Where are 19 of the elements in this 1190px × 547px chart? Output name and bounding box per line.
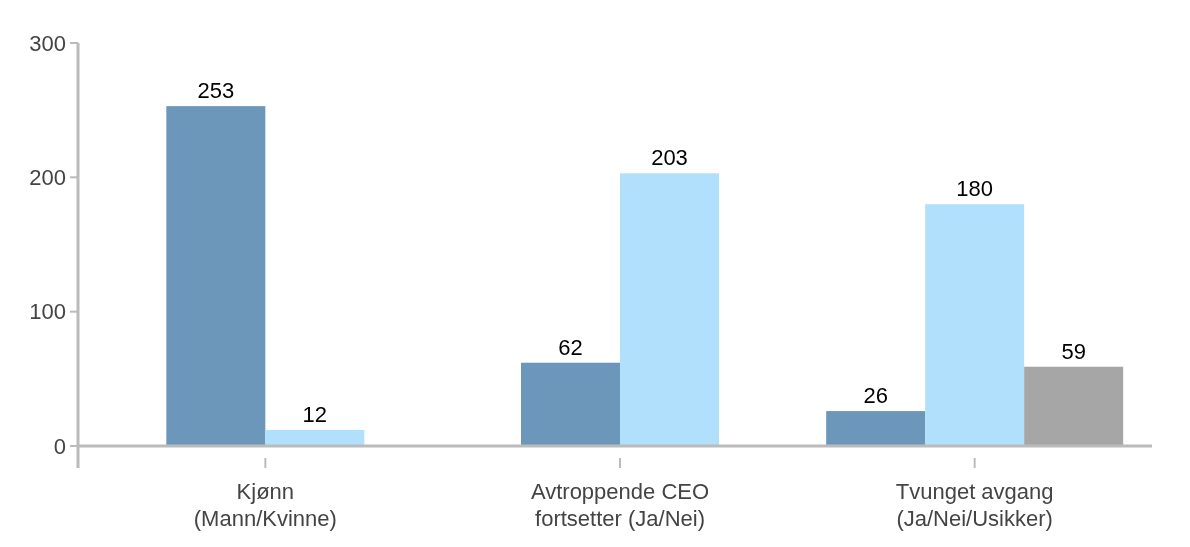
bar	[826, 411, 926, 446]
data-label: 253	[197, 78, 235, 104]
data-label: 62	[558, 334, 583, 360]
x-tick-label: Tvunget avgang (Ja/Nei/Usikker)	[895, 479, 1054, 531]
data-label: 12	[302, 401, 328, 427]
bar	[265, 429, 365, 446]
x-tick-label: Kjønn (Mann/Kvinne)	[193, 479, 337, 531]
bar	[1024, 366, 1124, 446]
bar	[166, 106, 266, 446]
y-tick-label: 0	[53, 433, 66, 459]
data-label: 180	[956, 176, 994, 202]
y-tick-label: 200	[29, 165, 66, 191]
data-label: 203	[651, 145, 688, 171]
x-tick-label: Avtroppende CEO fortsetter (Ja/Nei)	[530, 479, 710, 531]
data-label: 26	[863, 383, 888, 409]
data-label: 59	[1061, 338, 1086, 364]
bar	[925, 204, 1025, 446]
y-tick-label: 100	[29, 299, 66, 325]
y-tick-label: 300	[29, 30, 66, 56]
